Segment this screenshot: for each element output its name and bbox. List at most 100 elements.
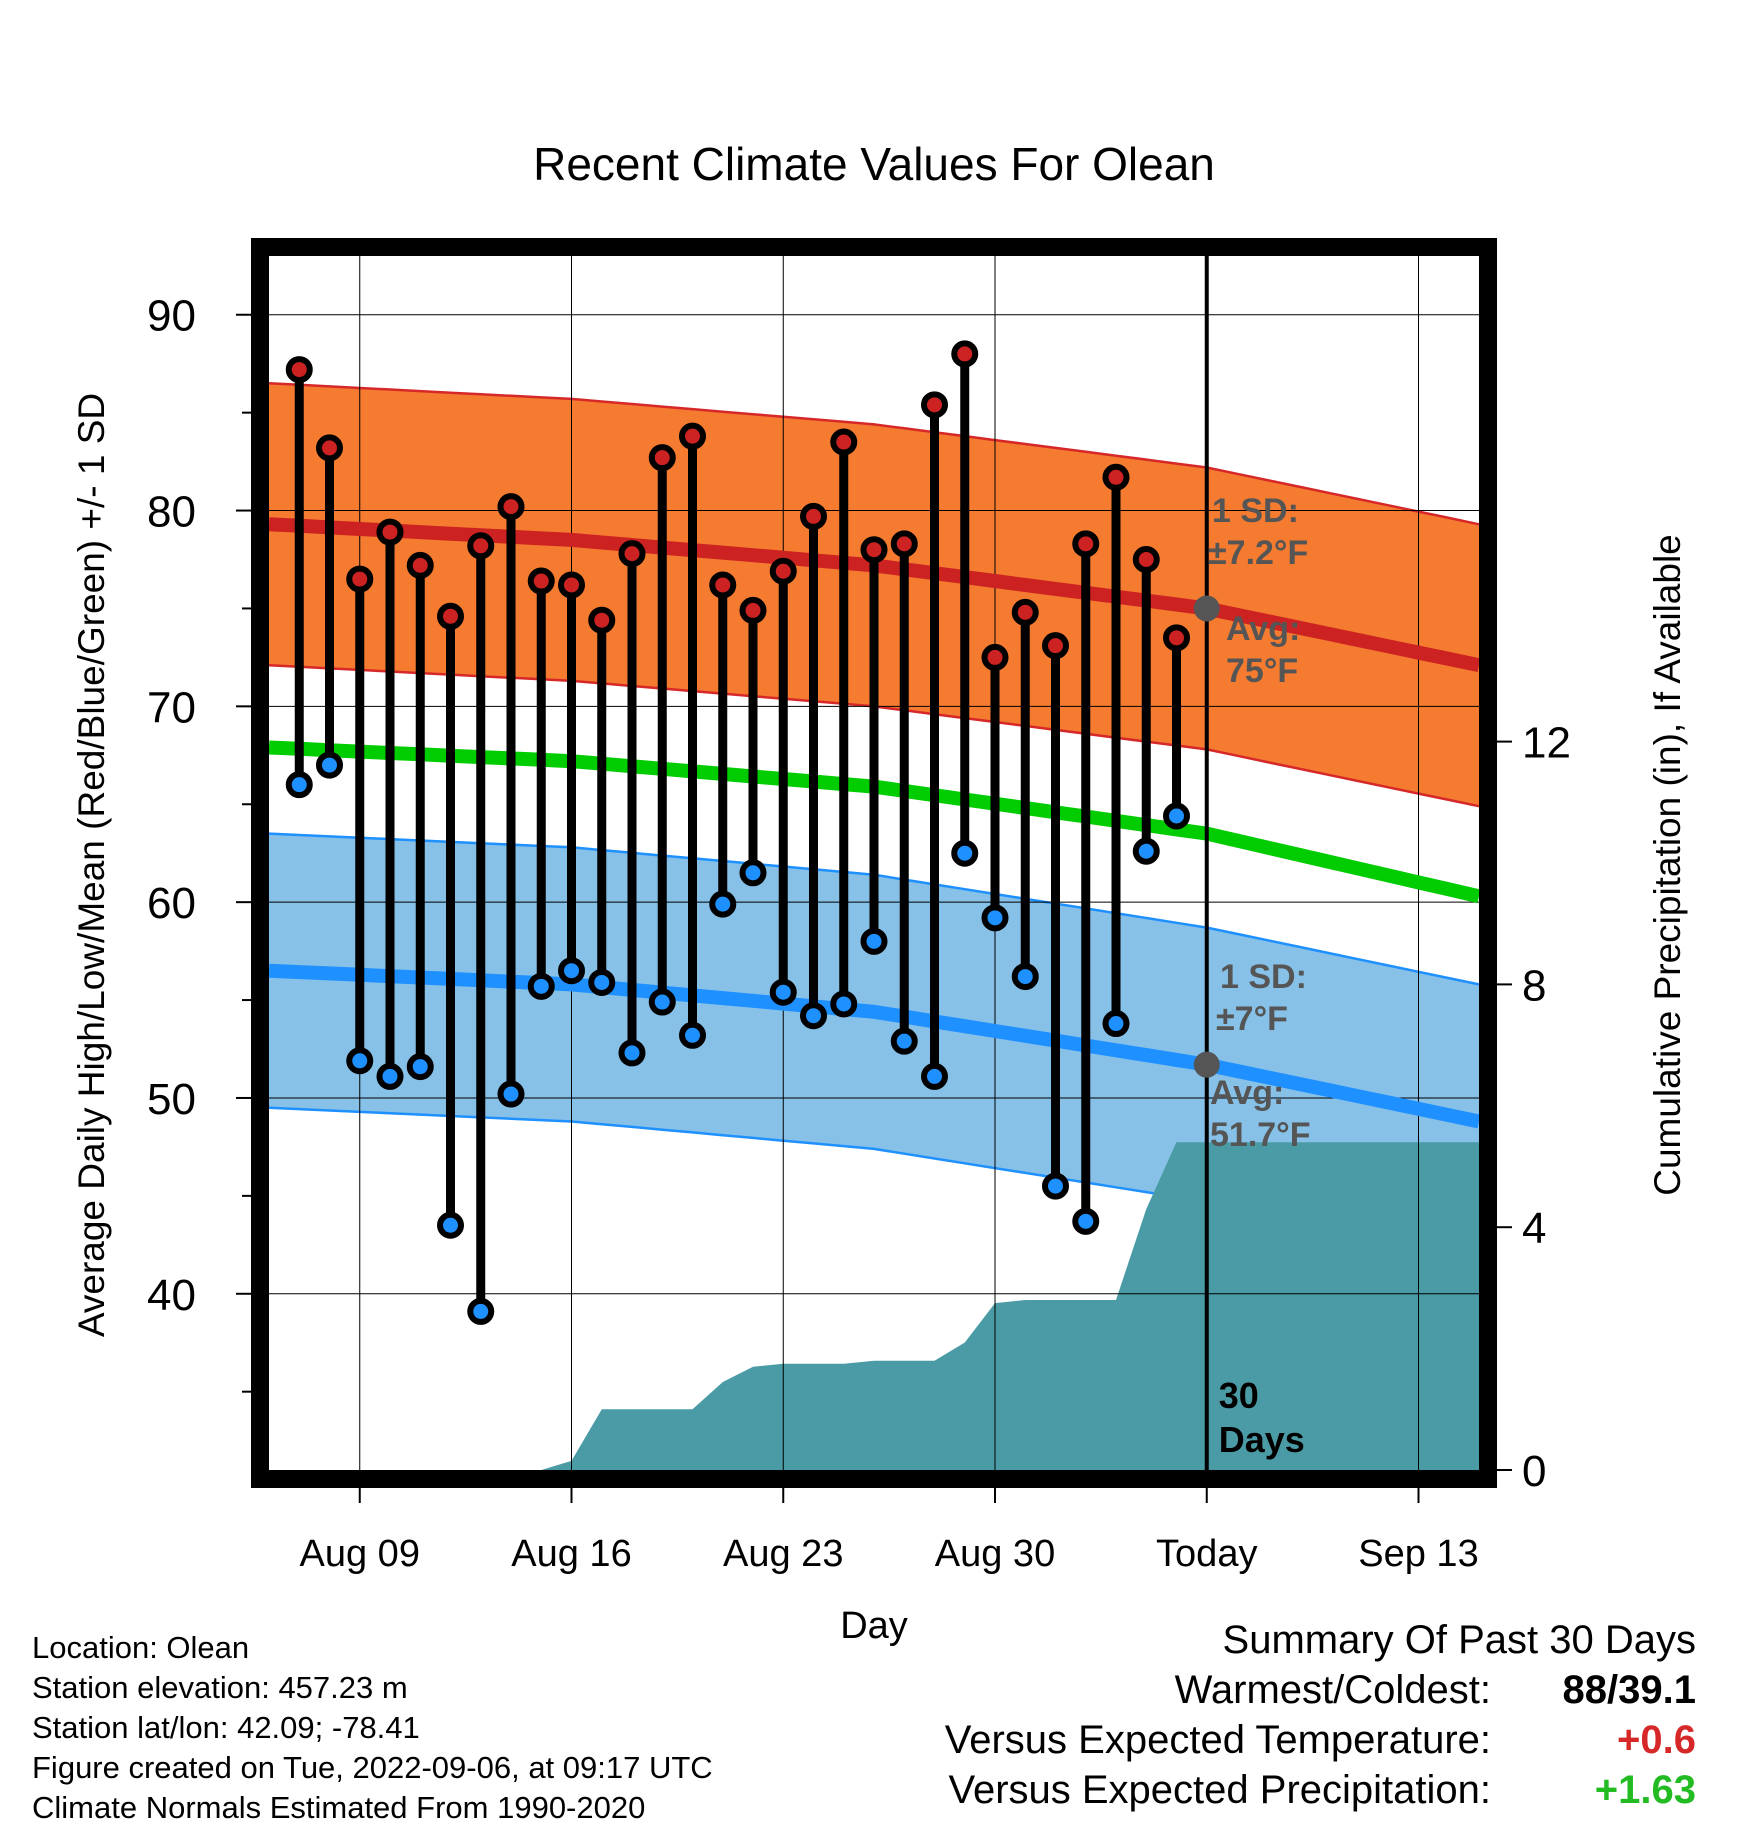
obs-low-point	[921, 1062, 948, 1090]
precipitation-fill	[269, 1142, 1479, 1470]
obs-high-point	[921, 391, 948, 419]
obs-high-point	[558, 571, 585, 599]
axes: 40 50 60 70 80 90 0 4 8 12 Aug 09 Aug 16 Aug 23 Aug 3…	[147, 292, 1571, 1575]
obs-low-point	[1163, 802, 1190, 830]
low-avg-label: Avg:	[1210, 1074, 1284, 1112]
obs-low-point	[316, 751, 343, 779]
obs-low-point	[406, 1053, 434, 1081]
x-axis-label: Day	[840, 1605, 908, 1647]
obs-high-point	[800, 502, 827, 530]
obs-high-point	[467, 532, 495, 560]
y-tick-label: 90	[147, 292, 196, 341]
high-sd-value: ±7.2°F	[1208, 534, 1308, 572]
low-avg-value: 51.7°F	[1210, 1116, 1311, 1154]
warmest-coldest-row: Warmest/Coldest: 88/39.1	[945, 1665, 1696, 1715]
y-tick-label: 80	[147, 488, 196, 537]
obs-high-point	[830, 428, 858, 456]
obs-low-point	[497, 1080, 525, 1108]
chart-title: Recent Climate Values For Olean	[533, 138, 1215, 190]
x-tick-label: Today	[1156, 1533, 1257, 1575]
high-avg-value: 75°F	[1226, 652, 1298, 690]
x-tick-label: Sep 13	[1358, 1533, 1478, 1575]
y2-tick-label: 12	[1522, 719, 1571, 768]
y-tick-label: 40	[147, 1271, 196, 1320]
warmest-value: 88/39.1	[1562, 1668, 1696, 1712]
obs-high-point	[437, 602, 464, 630]
annotations: 1 SD: ±7.2°F Avg: 75°F 1 SD: ±7°F Avg: 5…	[1208, 492, 1311, 1154]
precipitation-area	[269, 1142, 1479, 1470]
obs-low-point	[437, 1211, 464, 1239]
plot-frame	[251, 238, 1497, 1488]
location-text: Location: Olean	[32, 1630, 250, 1665]
summary-panel: Summary Of Past 30 Days Warmest/Coldest:…	[945, 1615, 1696, 1815]
obs-low-point	[890, 1027, 918, 1055]
x-tick-label: Aug 23	[723, 1533, 843, 1575]
obs-low-point	[1132, 837, 1160, 865]
obs-low-point	[1011, 963, 1039, 991]
y-tick-label: 60	[147, 879, 196, 928]
obs-low-point	[376, 1062, 404, 1090]
today-high-avg-dot	[1193, 595, 1220, 622]
low-sd-value: ±7°F	[1216, 1000, 1288, 1038]
obs-low-point	[800, 1002, 827, 1030]
obs-low-point	[739, 859, 767, 887]
obs-low-point	[558, 957, 585, 985]
normal-low-line	[268, 963, 1481, 1129]
temp-row: Versus Expected Temperature: +0.6	[945, 1715, 1696, 1765]
observations	[285, 340, 1190, 1325]
today-low-avg-dot	[1193, 1051, 1220, 1078]
obs-high-point	[679, 422, 706, 450]
obs-low-point	[981, 904, 1009, 932]
obs-high-point	[769, 557, 797, 585]
latlon-text: Station lat/lon: 42.09; -78.41	[32, 1710, 420, 1745]
obs-high-point	[1163, 624, 1190, 652]
obs-high-point	[951, 340, 979, 368]
elevation-text: Station elevation: 457.23 m	[32, 1670, 408, 1705]
normals-text: Climate Normals Estimated From 1990-2020	[32, 1790, 646, 1825]
obs-high-point	[406, 551, 434, 579]
y2-axis-label: Cumulative Precipitation (in), If Availa…	[1647, 534, 1688, 1196]
obs-low-point	[588, 968, 616, 996]
obs-high-point	[1042, 632, 1069, 660]
obs-high-point	[648, 444, 676, 472]
summary-title: Summary Of Past 30 Days	[1222, 1618, 1696, 1662]
obs-high-point	[346, 565, 374, 593]
obs-high-point	[1072, 530, 1100, 558]
x-tick-label: Aug 30	[935, 1533, 1055, 1575]
obs-high-point	[1132, 546, 1160, 573]
obs-low-point	[860, 927, 888, 955]
created-text: Figure created on Tue, 2022-09-06, at 09…	[32, 1750, 713, 1785]
obs-low-point	[648, 988, 676, 1016]
y-axis-label: Average Daily High/Low/Mean (Red/Blue/Gr…	[71, 393, 112, 1337]
obs-low-point	[709, 890, 737, 918]
today-days-word: Days	[1219, 1419, 1305, 1460]
temp-label: Versus Expected Temperature:	[944, 1718, 1491, 1762]
obs-high-point	[890, 530, 918, 558]
obs-low-point	[1042, 1172, 1069, 1200]
precip-value: +1.63	[1594, 1768, 1696, 1812]
obs-low-point	[769, 978, 797, 1006]
obs-low-point	[951, 839, 979, 867]
obs-high-point	[709, 571, 737, 599]
obs-low-point	[618, 1039, 646, 1067]
gridlines	[269, 256, 1479, 1470]
obs-low-point	[830, 990, 858, 1018]
station-info: Location: Olean Station elevation: 457.2…	[32, 1628, 713, 1828]
obs-low-point	[1102, 1010, 1130, 1038]
obs-high-point	[981, 643, 1009, 671]
low-sd-label: 1 SD:	[1220, 958, 1307, 996]
obs-high-point	[1011, 598, 1039, 626]
y2-tick-label: 4	[1522, 1204, 1546, 1253]
temp-value: +0.6	[1617, 1718, 1696, 1762]
obs-low-point	[467, 1297, 495, 1325]
precip-label: Versus Expected Precipitation:	[948, 1768, 1491, 1812]
obs-high-point	[527, 567, 555, 595]
obs-low-point	[679, 1021, 706, 1049]
y-tick-label: 50	[147, 1075, 196, 1124]
obs-high-point	[376, 518, 404, 546]
obs-low-point	[346, 1047, 374, 1075]
obs-low-point	[285, 771, 313, 799]
obs-high-point	[588, 606, 616, 634]
precip-row: Versus Expected Precipitation: +1.63	[945, 1765, 1696, 1815]
